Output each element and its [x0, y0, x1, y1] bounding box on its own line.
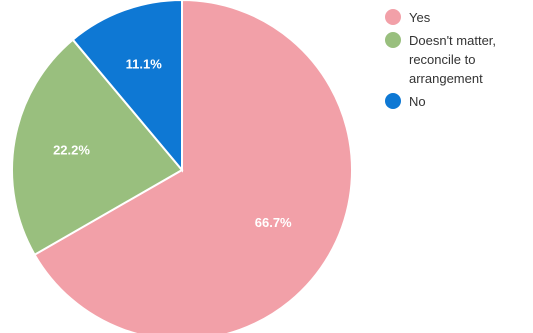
legend-swatch-yes — [385, 9, 401, 25]
data-label-no: 11.1% — [126, 57, 163, 72]
legend-swatch-doesnt-matter — [385, 32, 401, 48]
legend-label-no: No — [409, 94, 426, 109]
legend-swatch-no — [385, 93, 401, 109]
legend-label-yes: Yes — [409, 10, 431, 25]
legend-label-doesnt-matter: Doesn't matter, reconcile to arrangement — [409, 33, 497, 86]
legend-item-no: No — [385, 92, 533, 111]
legend-item-doesnt-matter: Doesn't matter, reconcile to arrangement — [385, 31, 533, 88]
data-label-yes: 66.7% — [255, 215, 292, 230]
pie-slice-doesnt-matter — [11, 38, 184, 257]
pie-slice-no — [71, 0, 183, 173]
pie-slice-yes — [33, 0, 353, 333]
legend: Yes Doesn't matter, reconcile to arrange… — [385, 8, 533, 115]
legend-item-yes: Yes — [385, 8, 533, 27]
data-label-doesnt-matter: 22.2% — [53, 142, 90, 157]
